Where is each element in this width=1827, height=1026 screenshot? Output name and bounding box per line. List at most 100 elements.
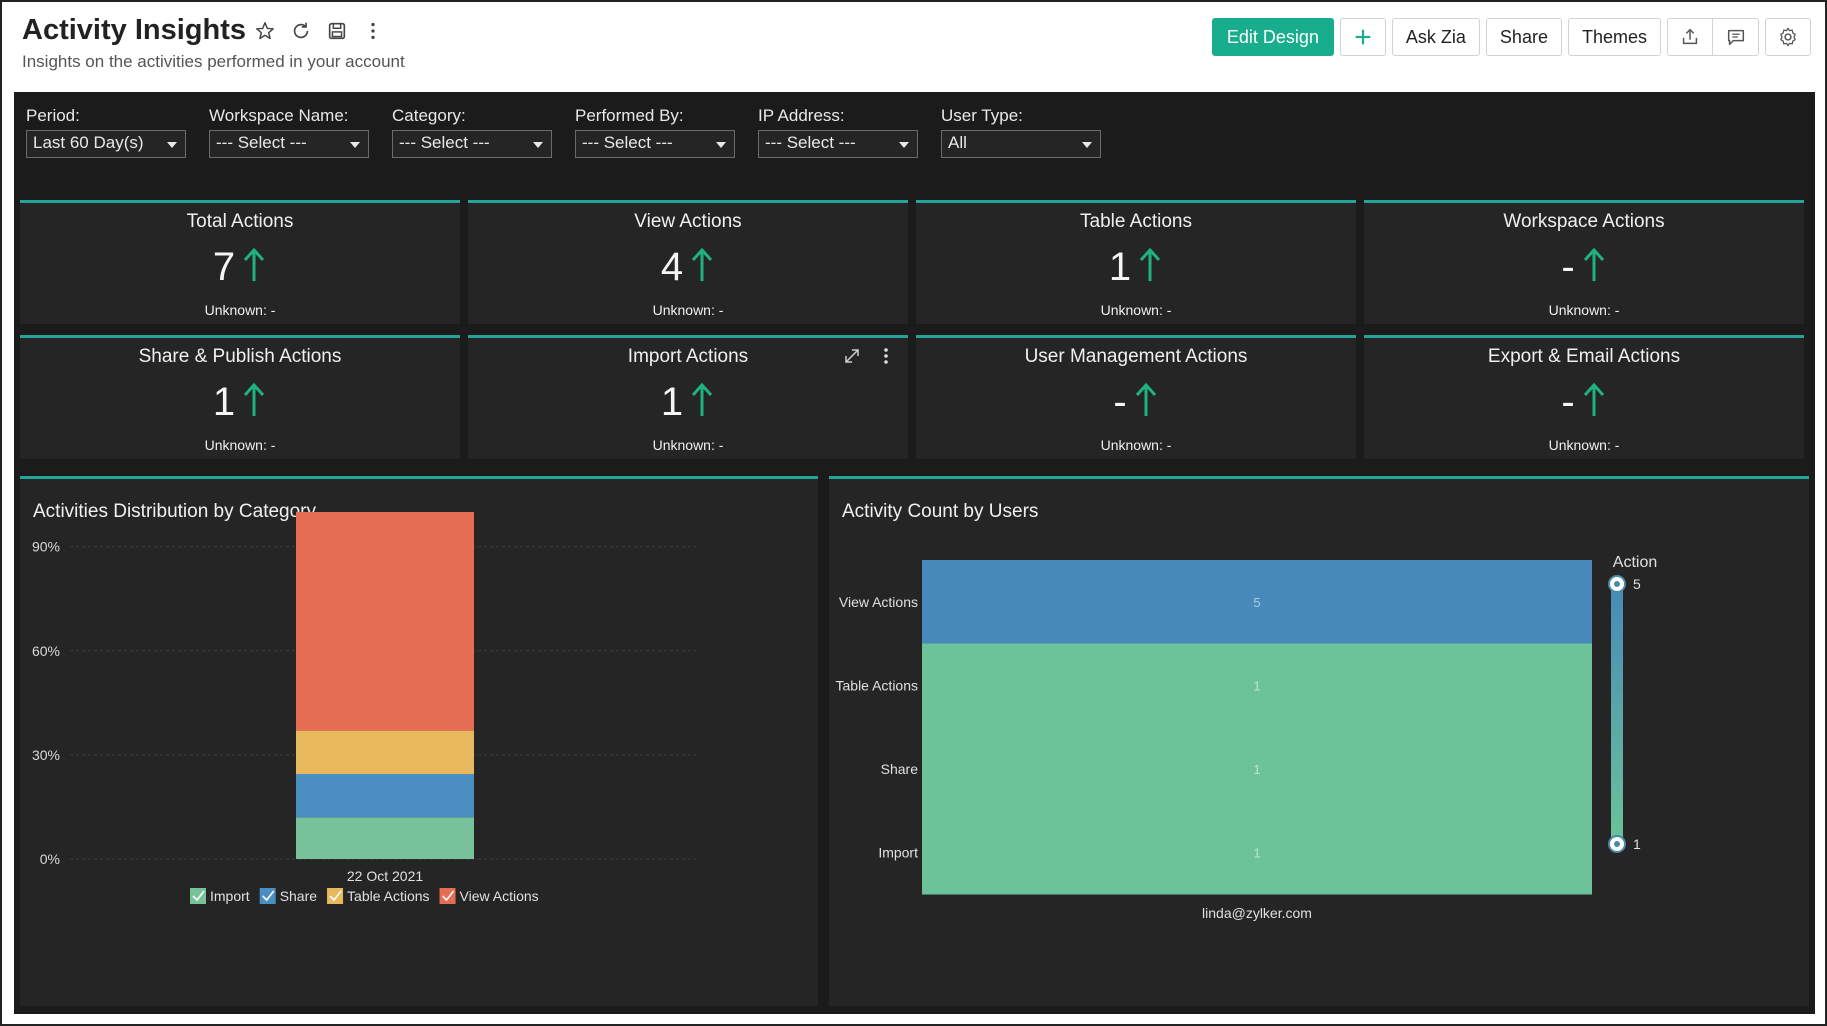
heatmap-cell[interactable] [922, 810, 1592, 895]
ip-address-select[interactable]: --- Select --- [758, 130, 918, 158]
legend-swatch[interactable] [439, 888, 456, 904]
kpi-value-row: - [1364, 245, 1804, 290]
scale-value-label: 1 [1633, 836, 1641, 852]
range-handle-dot [1614, 841, 1620, 847]
page-subtitle: Insights on the activities performed in … [22, 52, 405, 71]
kpi-workspace-actions[interactable]: Workspace Actions - Unknown: - [1364, 200, 1804, 324]
more-vertical-icon[interactable] [876, 346, 896, 371]
period-select[interactable]: Last 60 Day(s) [26, 130, 186, 158]
more-vertical-icon[interactable] [362, 20, 384, 42]
chevron-down-icon [350, 142, 360, 148]
arrow-up-icon [1137, 245, 1163, 290]
legend-title: Action [1613, 554, 1657, 571]
share-button[interactable]: Share [1485, 18, 1562, 56]
performed-by-select[interactable]: --- Select --- [575, 130, 735, 158]
chart-title: Activities Distribution by Category [33, 501, 316, 522]
kpi-title: Share & Publish Actions [138, 346, 342, 367]
y-tick-label: 90% [32, 539, 60, 555]
kpi-export-email-actions[interactable]: Export & Email Actions - Unknown: - [1364, 335, 1804, 459]
arrow-up-icon [241, 245, 267, 290]
legend-swatch[interactable] [327, 888, 344, 904]
kpi-value: - [1561, 380, 1575, 424]
kpi-value: - [1561, 245, 1575, 289]
color-scale-bar [1611, 584, 1623, 844]
scale-value-label: 5 [1633, 576, 1641, 592]
activity-count-panel: Activity Count by Users 5 View Actions 1 Ta… [829, 476, 1809, 1006]
header-icons [254, 20, 384, 42]
widget-tools [842, 346, 896, 371]
legend-label[interactable]: Import [210, 888, 250, 904]
category-select[interactable]: --- Select --- [392, 130, 552, 158]
kpi-value-row: 1 [916, 245, 1356, 290]
edit-design-button[interactable]: Edit Design [1211, 18, 1334, 56]
range-handle-dot [1614, 581, 1620, 587]
y-tick-label: 30% [32, 747, 60, 763]
filter-label: Performed By: [575, 106, 684, 125]
y-tick-label: 60% [32, 643, 60, 659]
filter-label: Category: [392, 106, 466, 125]
bar-segment[interactable] [296, 773, 474, 818]
chevron-down-icon [716, 142, 726, 148]
arrow-up-icon [1133, 380, 1159, 425]
filter-workspace-name: Workspace Name: --- Select --- [209, 106, 392, 158]
page-title: Activity Insights [22, 14, 246, 46]
kpi-value-row: - [1364, 380, 1804, 425]
kpi-subtext: Unknown: - [652, 302, 724, 318]
filter-label: IP Address: [758, 106, 845, 125]
add-button[interactable] [1339, 18, 1386, 56]
kpi-total-actions[interactable]: Total Actions 7 Unknown: - [20, 200, 460, 324]
settings-button[interactable] [1765, 18, 1811, 56]
chevron-down-icon [1082, 142, 1092, 148]
filter-performed-by: Performed By: --- Select --- [575, 106, 758, 158]
filter-label: Period: [26, 106, 80, 125]
filter-category: Category: --- Select --- [392, 106, 575, 158]
legend-swatch[interactable] [259, 888, 276, 904]
y-tick-label: Share [881, 761, 919, 777]
kpi-title: Total Actions [186, 211, 294, 232]
legend-label[interactable]: View Actions [460, 888, 539, 904]
arrow-up-icon [241, 380, 267, 425]
export-button[interactable] [1667, 18, 1713, 56]
ask-zia-button[interactable]: Ask Zia [1391, 18, 1480, 56]
save-icon[interactable] [326, 20, 348, 42]
kpi-share-publish-actions[interactable]: Share & Publish Actions 1 Unknown: - [20, 335, 460, 459]
comment-button[interactable] [1713, 18, 1759, 56]
kpi-import-actions[interactable]: Import Actions 1 Unknown: - [468, 335, 908, 459]
heatmap-cell[interactable] [922, 560, 1592, 644]
filter-label: User Type: [941, 106, 1023, 125]
star-icon[interactable] [254, 20, 276, 42]
kpi-view-actions[interactable]: View Actions 4 Unknown: - [468, 200, 908, 324]
kpi-subtext: Unknown: - [204, 302, 276, 318]
x-tick-label: linda@zylker.com [1202, 905, 1312, 921]
legend-swatch[interactable] [190, 888, 206, 904]
kpi-value-row: 4 [468, 245, 908, 290]
workspace-name-select[interactable]: --- Select --- [209, 130, 369, 158]
arrow-up-icon [1581, 245, 1607, 290]
themes-button[interactable]: Themes [1567, 18, 1661, 56]
kpi-table-actions[interactable]: Table Actions 1 Unknown: - [916, 200, 1356, 324]
expand-icon[interactable] [842, 346, 862, 371]
arrow-up-icon [689, 245, 715, 290]
activities-distribution-panel: Activities Distribution by Category 0% 30… [20, 476, 818, 1006]
legend-label[interactable]: Share [280, 888, 318, 904]
kpi-subtext: Unknown: - [652, 437, 724, 453]
y-tick-label: Import [878, 844, 918, 860]
kpi-title: Export & Email Actions [1487, 346, 1681, 367]
cell-value-label: 1 [1253, 678, 1260, 693]
bar-segment[interactable] [296, 512, 474, 731]
chevron-down-icon [899, 142, 909, 148]
kpi-title: Table Actions [1080, 211, 1192, 232]
select-value: --- Select --- [582, 133, 673, 152]
kpi-value-row: 1 [468, 380, 908, 425]
bar-segment[interactable] [296, 817, 474, 859]
bar-segment[interactable] [296, 730, 474, 774]
heatmap-cell[interactable] [922, 643, 1592, 728]
toolbar: Edit Design Ask Zia Share Themes [1211, 18, 1811, 56]
refresh-icon[interactable] [290, 20, 312, 42]
user-type-select[interactable]: All [941, 130, 1101, 158]
kpi-user-management-actions[interactable]: User Management Actions - Unknown: - [916, 335, 1356, 459]
heatmap-cell[interactable] [922, 727, 1592, 811]
heatmap-chart: 5 View Actions 1 Table Actions 1 Share 1 Import… [836, 554, 1658, 921]
select-value: --- Select --- [399, 133, 490, 152]
legend-label[interactable]: Table Actions [347, 888, 430, 904]
